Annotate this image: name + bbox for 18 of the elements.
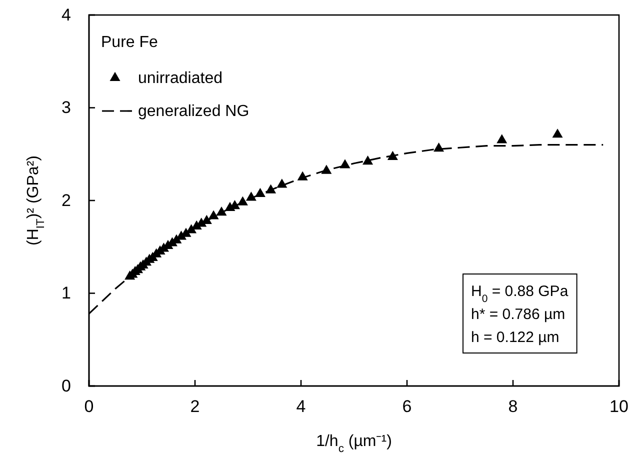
legend-title: Pure Fe: [101, 34, 158, 51]
x-tick-label: 6: [402, 397, 412, 416]
annotation: h* = 0.786 µm: [471, 306, 566, 323]
annotation: h = 0.122 µm: [471, 329, 560, 346]
legend-label: generalized NG: [138, 103, 250, 120]
y-tick-label: 4: [62, 5, 71, 24]
y-tick-label: 3: [62, 98, 71, 118]
y-tick-label: 1: [62, 284, 71, 303]
x-tick-label: 4: [296, 397, 306, 416]
y-tick-label: 2: [62, 190, 71, 210]
x-tick-label: 0: [84, 397, 94, 416]
y-tick-label: 0: [62, 376, 71, 396]
x-axis-title: 1/h$_{c}$ (µm⁻¹): [316, 433, 392, 455]
x-tick-label: 8: [508, 397, 518, 416]
x-tick-label: 10: [610, 397, 628, 416]
x-tick-label: 2: [190, 397, 200, 416]
annotation: H$_{0}$ = 0.88 GPa: [471, 283, 569, 305]
legend-label: unirradiated: [138, 70, 222, 87]
